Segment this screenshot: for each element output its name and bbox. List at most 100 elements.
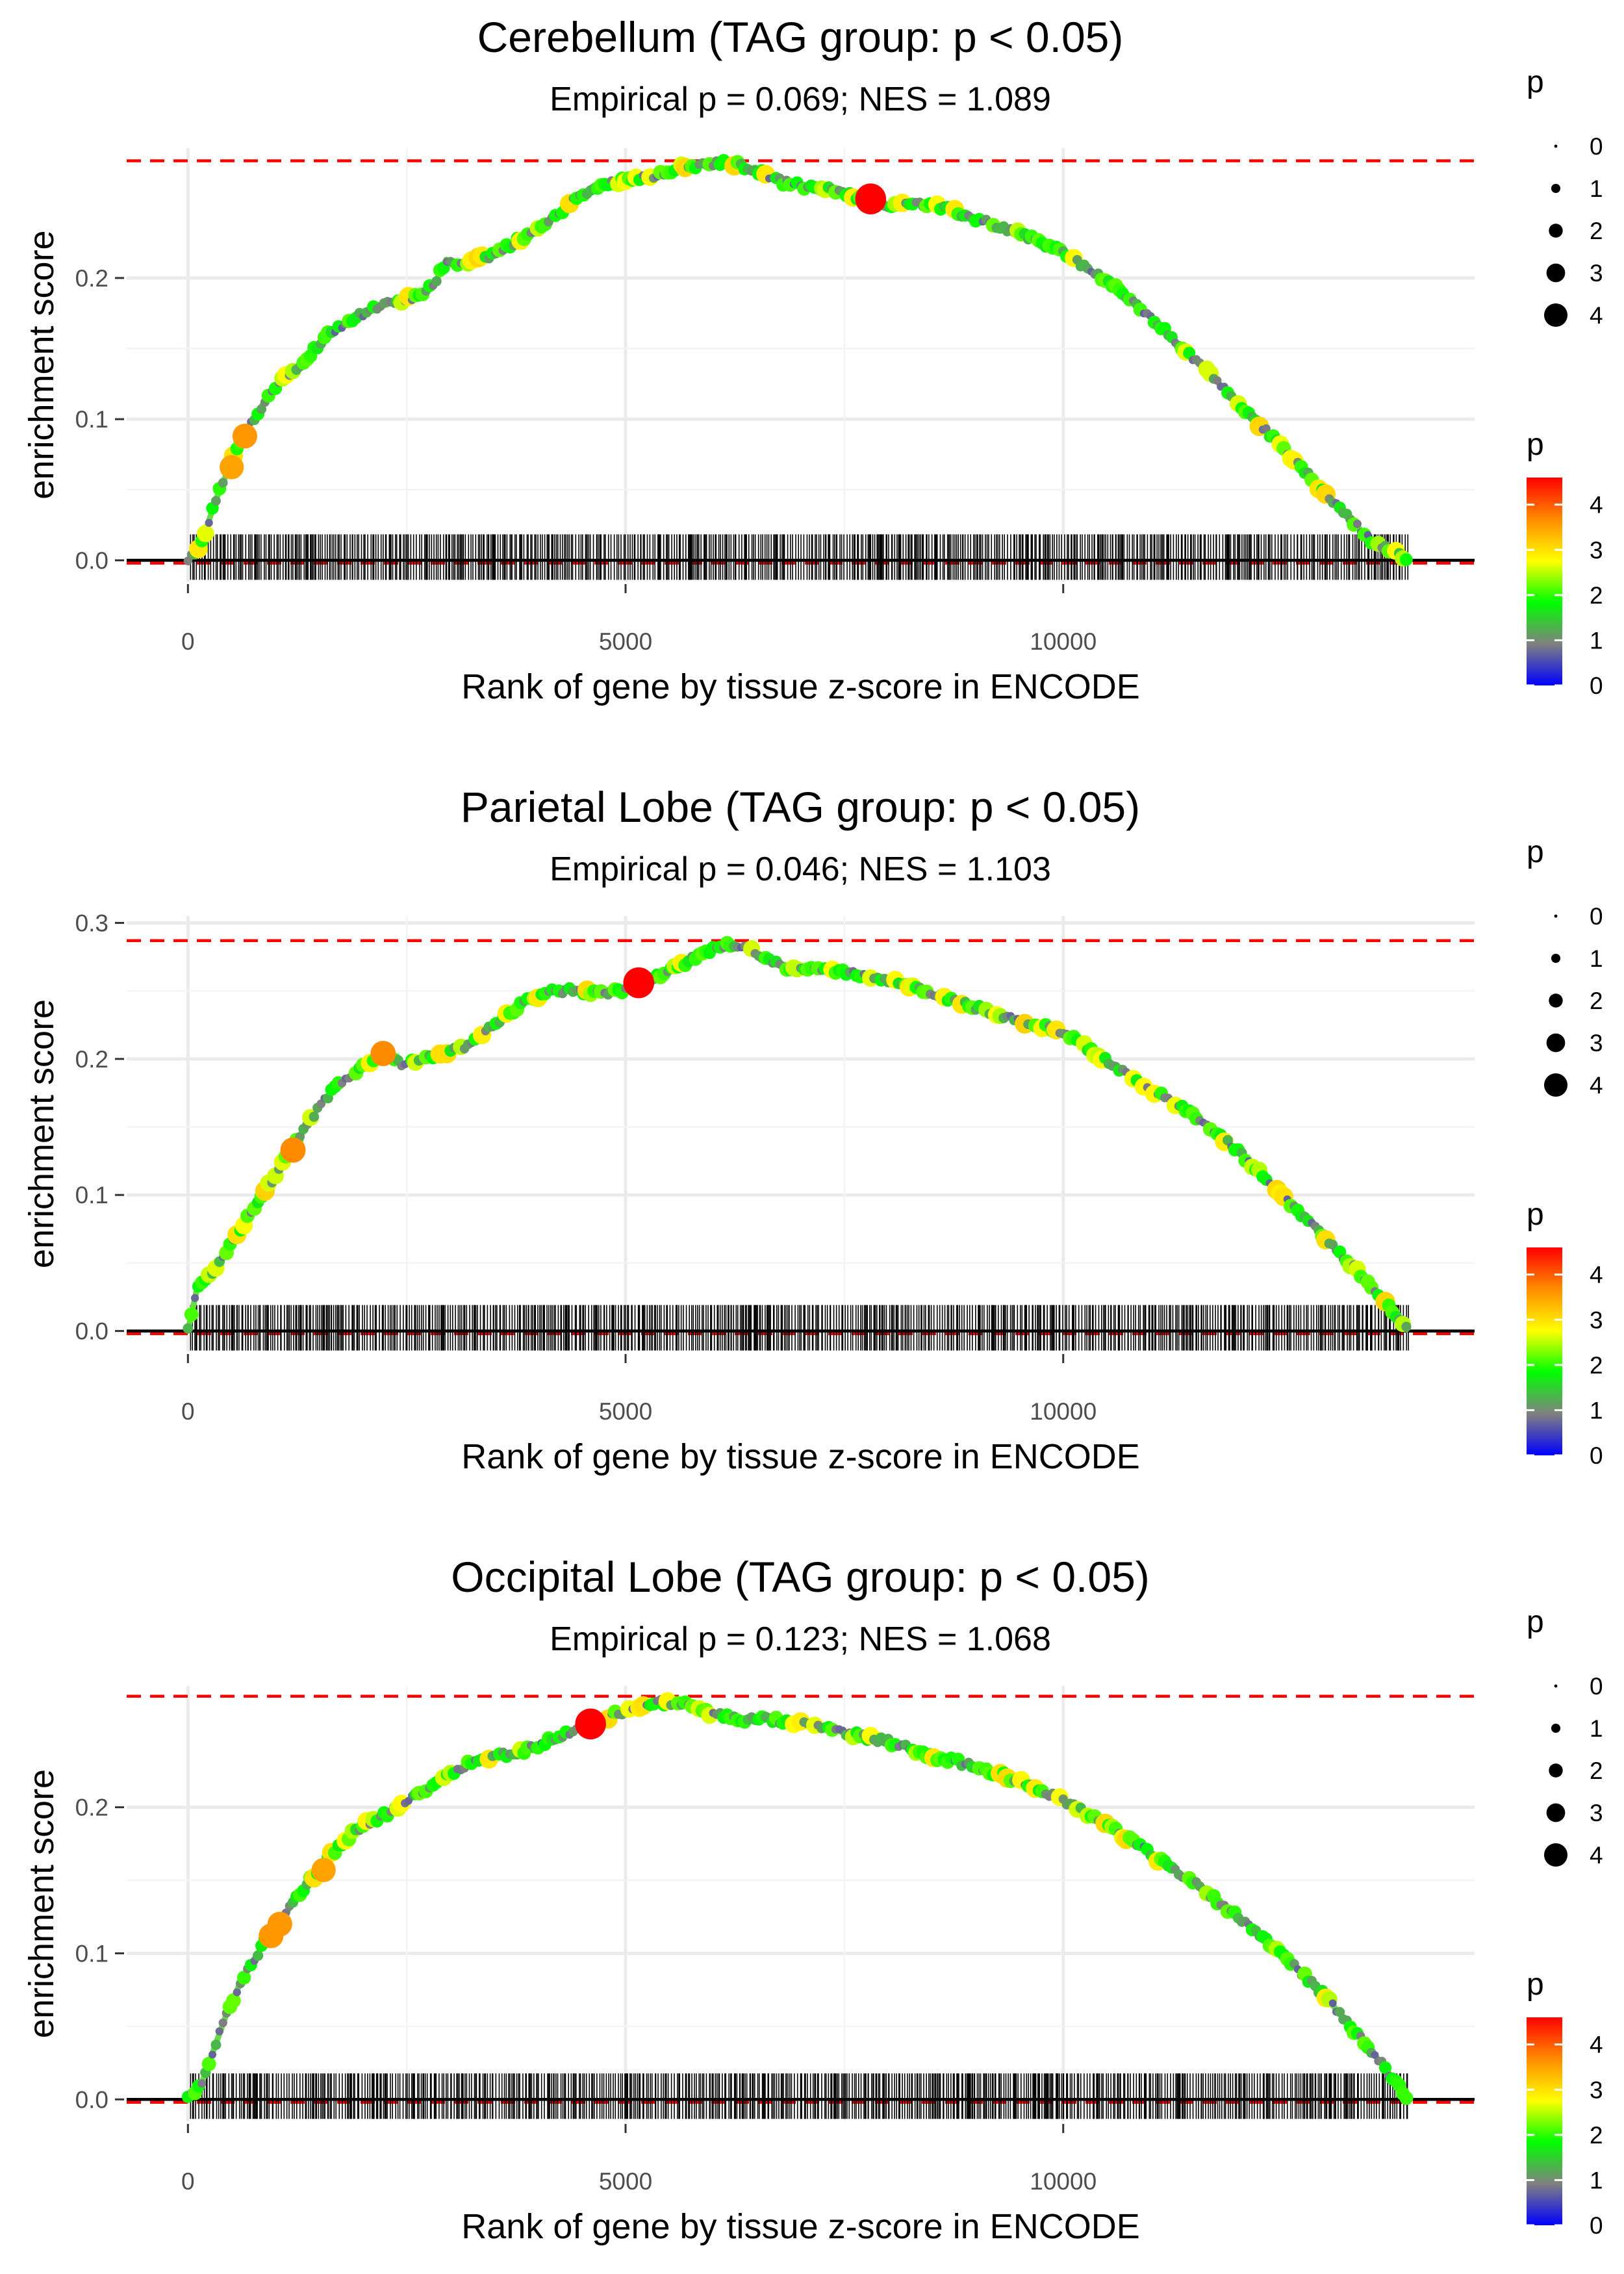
x-tick-label: 5000 xyxy=(599,1398,652,1425)
curve-point xyxy=(233,1988,241,1997)
size-legend-dot xyxy=(1543,1843,1568,1867)
curve-point xyxy=(197,2079,207,2088)
size-legend-label: 2 xyxy=(1590,988,1603,1014)
colorbar-label: 3 xyxy=(1590,2076,1603,2103)
curve-point xyxy=(1399,2091,1414,2105)
panel-subtitle: Empirical p = 0.046; NES = 1.103 xyxy=(550,850,1051,888)
grid xyxy=(127,916,1475,1351)
size-legend-dot xyxy=(1551,1723,1561,1733)
curve-point xyxy=(201,2056,216,2071)
curve-point xyxy=(431,276,442,287)
size-legend-label: 0 xyxy=(1590,903,1603,930)
gene-rug xyxy=(190,1305,1409,1351)
curve-point xyxy=(210,496,221,506)
colorbar-label: 1 xyxy=(1590,1397,1603,1424)
size-legend-dot xyxy=(1543,303,1568,327)
panel-title: Cerebellum (TAG group: p < 0.05) xyxy=(477,13,1124,61)
legend: p 0 1 2 3 4 p 4 3 2 1 0 xyxy=(1527,835,1603,1469)
x-tick-label: 10000 xyxy=(1030,628,1097,655)
colorbar-label: 0 xyxy=(1590,2212,1603,2239)
curve-point xyxy=(256,404,267,415)
color-legend-title: p xyxy=(1527,428,1544,462)
size-legend-dot xyxy=(1554,144,1558,148)
size-legend-label: 4 xyxy=(1590,1072,1603,1099)
curve-point xyxy=(1213,376,1222,385)
size-legend-dot xyxy=(1549,993,1563,1008)
significant-point xyxy=(267,1911,292,1937)
y-axis-title: enrichment score xyxy=(22,230,61,499)
x-axis-title: Rank of gene by tissue z-score in ENCODE xyxy=(461,667,1139,706)
y-axis-title: enrichment score xyxy=(22,999,61,1268)
size-legend-title: p xyxy=(1527,1605,1544,1639)
curve-point xyxy=(1401,1322,1412,1332)
color-legend-title: p xyxy=(1527,1967,1544,2002)
panel-subtitle: Empirical p = 0.069; NES = 1.089 xyxy=(550,81,1051,118)
x-tick-label: 10000 xyxy=(1030,1398,1097,1425)
significant-point xyxy=(280,1137,306,1163)
significant-point xyxy=(623,967,655,999)
significant-point xyxy=(575,1708,606,1740)
size-legend-title: p xyxy=(1527,65,1544,99)
x-tick-label: 0 xyxy=(181,2168,195,2195)
significant-point xyxy=(370,1040,396,1066)
grid xyxy=(127,1686,1475,2121)
colorbar xyxy=(1527,2017,1562,2225)
colorbar-label: 0 xyxy=(1590,1442,1603,1469)
y-tick-label: 0.0 xyxy=(75,1318,108,1345)
curve-point xyxy=(1399,553,1413,567)
panel-2: 0 5000 10000 0.0 0.1 0.2 0.3 Rank of gene by ti… xyxy=(22,783,1603,1476)
size-legend-dot xyxy=(1549,1763,1563,1778)
size-legend-label: 1 xyxy=(1590,175,1603,202)
size-legend-label: 0 xyxy=(1590,1673,1603,1700)
curve-point xyxy=(1262,424,1271,433)
colorbar-label: 0 xyxy=(1590,672,1603,699)
curve-point xyxy=(1378,2061,1392,2075)
panel-title: Parietal Lobe (TAG group: p < 0.05) xyxy=(461,783,1140,831)
curve-points xyxy=(181,1692,1414,2105)
colorbar-label: 1 xyxy=(1590,627,1603,654)
y-tick-label: 0.0 xyxy=(75,547,108,574)
curve-point xyxy=(1371,2050,1379,2059)
x-tick-label: 0 xyxy=(181,1398,195,1425)
size-legend-label: 0 xyxy=(1590,133,1603,160)
size-legend-dot xyxy=(1546,1033,1566,1053)
gene-rug xyxy=(190,2073,1408,2119)
curve-point xyxy=(209,2050,217,2059)
size-legend-label: 4 xyxy=(1590,1842,1603,1869)
panel-3: 0 5000 10000 0.0 0.1 0.2 Rank of gene by tissu… xyxy=(22,1553,1603,2246)
color-legend-title: p xyxy=(1527,1197,1544,1232)
panel-subtitle: Empirical p = 0.123; NES = 1.068 xyxy=(550,1620,1051,1658)
y-tick-label: 0.0 xyxy=(75,2086,108,2113)
curve-point xyxy=(190,1294,199,1303)
x-tick-label: 5000 xyxy=(599,628,652,655)
y-axis-title: enrichment score xyxy=(22,1769,61,2038)
size-legend-dot xyxy=(1549,224,1563,238)
curve-point xyxy=(215,2027,224,2036)
size-legend-label: 3 xyxy=(1590,1030,1603,1056)
x-tick-label: 10000 xyxy=(1030,2168,1097,2195)
y-tick-label: 0.2 xyxy=(75,1046,108,1073)
y-tick-label: 0.2 xyxy=(75,265,108,292)
y-tick-label: 0.1 xyxy=(75,406,108,433)
curve-point xyxy=(197,524,214,543)
colorbar-label: 3 xyxy=(1590,1307,1603,1333)
colorbar xyxy=(1527,478,1562,685)
panel-1: 0 5000 10000 0.0 0.1 0.2 Rank of gene by tissu… xyxy=(22,13,1603,706)
colorbar-label: 2 xyxy=(1590,582,1603,609)
y-tick-label: 0.1 xyxy=(75,1182,108,1208)
curve-point xyxy=(252,1950,264,1961)
size-legend-dot xyxy=(1546,263,1566,283)
size-legend-label: 1 xyxy=(1590,945,1603,972)
enrichment-curve xyxy=(185,1699,1412,2102)
size-legend-label: 4 xyxy=(1590,302,1603,329)
size-legend-dot xyxy=(1554,914,1558,918)
panel-title: Occipital Lobe (TAG group: p < 0.05) xyxy=(451,1553,1150,1601)
size-legend-dot xyxy=(1543,1073,1568,1097)
x-axis-title: Rank of gene by tissue z-score in ENCODE xyxy=(461,2207,1139,2246)
x-axis-title: Rank of gene by tissue z-score in ENCODE xyxy=(461,1437,1139,1476)
grid xyxy=(127,148,1475,581)
curve-point xyxy=(1328,1999,1337,2008)
colorbar-label: 4 xyxy=(1590,1262,1603,1288)
curve-points xyxy=(183,936,1412,1334)
